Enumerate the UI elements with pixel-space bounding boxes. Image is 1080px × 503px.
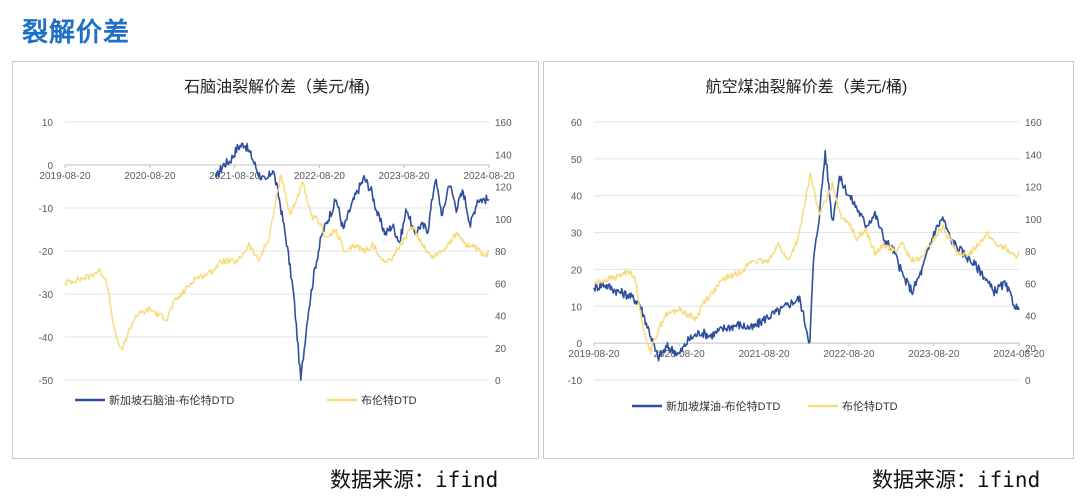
y-left-tick-label: 10: [42, 118, 54, 129]
legend-label: 布伦特DTD: [361, 393, 417, 407]
jet-fuel-crack-chart: 航空煤油裂解价差（美元/桶)6050403020100-101601401201…: [568, 78, 1045, 413]
y-right-tick-label: 120: [1025, 183, 1042, 194]
y-right-tick-label: 60: [1025, 279, 1037, 290]
naphtha-crack-chart-panel: 石脑油裂解价差（美元/桶) 10 0 -10 -20 -30 -40 -50 160 140 120…: [12, 61, 539, 459]
x-tick-label: 2019-08-20: [568, 349, 620, 360]
x-tick-label: 2020-08-20: [654, 349, 706, 360]
y-left-tick-label: 10: [571, 302, 583, 313]
y-left-tick-label: -20: [39, 247, 54, 258]
brent-series-line: [64, 174, 490, 351]
x-tick-label: 2023-08-20: [378, 171, 430, 182]
x-tick-label: 2022-08-20: [823, 349, 875, 360]
legend-label: 新加坡煤油-布伦特DTD: [666, 399, 780, 413]
legend-label: 布伦特DTD: [842, 399, 898, 413]
y-right-tick-label: 0: [1025, 376, 1031, 387]
y-left-tick-label: 60: [571, 118, 583, 129]
y-right-tick-label: 20: [495, 344, 507, 355]
crack-spread-series-line: [593, 149, 1020, 362]
y-left-tick-label: 20: [571, 265, 583, 276]
x-tick-label: 2021-08-20: [738, 349, 790, 360]
y-left-tick-label: -30: [39, 290, 54, 301]
y-left-tick-label: 30: [571, 229, 583, 240]
y-right-tick-label: 60: [495, 279, 507, 290]
x-tick-label: 2023-08-20: [908, 349, 960, 360]
x-tick-label: 2024-08-20: [993, 349, 1045, 360]
jet-fuel-crack-chart-panel: 航空煤油裂解价差（美元/桶) 60 50 40 30 20 10 0 -10 160 140 120 1…: [543, 61, 1074, 459]
y-left-tick-label: -10: [39, 204, 54, 215]
x-tick-label: 2019-08-20: [39, 171, 91, 182]
crack-spread-series-line: [215, 142, 490, 381]
x-tick-label: 2020-08-20: [124, 171, 176, 182]
y-right-tick-label: 140: [495, 150, 512, 161]
page-title: 裂解价差: [22, 18, 131, 48]
legend-label: 新加坡石脑油-布伦特DTD: [109, 393, 234, 407]
y-right-tick-label: 80: [495, 247, 507, 258]
data-source-note: 数据来源：ifind: [330, 468, 499, 492]
y-left-tick-label: -50: [39, 376, 54, 387]
y-right-tick-label: 160: [1025, 118, 1042, 129]
y-right-tick-label: 80: [1025, 247, 1037, 258]
y-right-tick-label: 20: [1025, 344, 1037, 355]
y-right-tick-label: 140: [1025, 150, 1042, 161]
x-tick-label: 2021-08-20: [209, 171, 261, 182]
y-right-tick-label: 40: [1025, 312, 1037, 323]
data-source-note: 数据来源：ifind: [872, 468, 1041, 492]
chart-title: 航空煤油裂解价差（美元/桶): [706, 78, 908, 96]
chart-title: 石脑油裂解价差（美元/桶): [184, 78, 370, 96]
y-right-tick-label: 40: [495, 312, 507, 323]
brent-series-line: [593, 172, 1020, 355]
y-right-tick-label: 120: [495, 183, 512, 194]
naphtha-crack-chart: 石脑油裂解价差（美元/桶)100-10-20-30-40-50160140120…: [39, 78, 515, 407]
y-right-tick-label: 160: [495, 118, 512, 129]
y-left-tick-label: 40: [571, 192, 583, 203]
y-right-tick-label: 0: [495, 376, 501, 387]
x-tick-label: 2024-08-20: [463, 171, 515, 182]
y-right-tick-label: 100: [495, 215, 512, 226]
y-left-tick-label: 0: [576, 339, 582, 350]
y-right-tick-label: 100: [1025, 215, 1042, 226]
y-left-tick-label: 0: [47, 161, 53, 172]
x-tick-label: 2022-08-20: [294, 171, 346, 182]
y-left-tick-label: -40: [39, 333, 54, 344]
y-left-tick-label: -10: [568, 376, 583, 387]
y-left-tick-label: 50: [571, 155, 583, 166]
